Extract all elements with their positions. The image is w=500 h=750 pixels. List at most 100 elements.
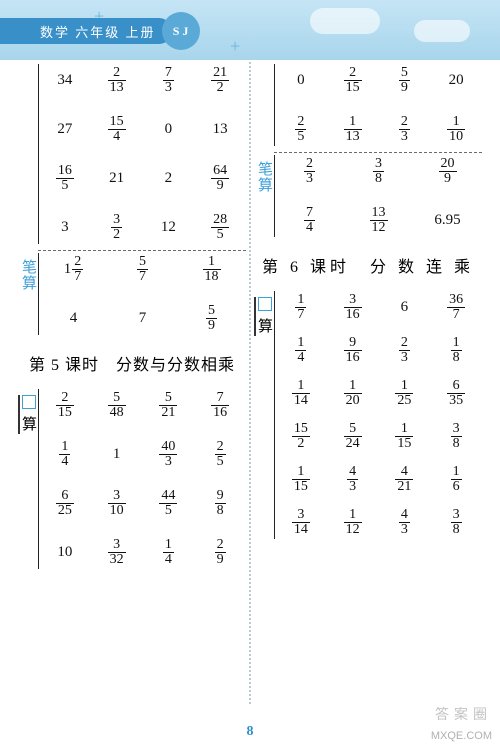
answer-cell: 314	[292, 508, 310, 537]
answer-cell: 521	[159, 391, 177, 420]
answer-cell: 43	[347, 465, 358, 494]
answer-cell: 114	[292, 379, 310, 408]
answer-cell: 98	[215, 489, 226, 518]
answer-cell: 1312	[370, 206, 388, 235]
subject-label: 数学	[40, 22, 70, 41]
grade-label: 六年级	[75, 22, 120, 41]
answer-cell: 154	[108, 115, 126, 144]
answer-cell: 110	[447, 115, 465, 144]
answer-cell: 403	[159, 440, 177, 469]
answer-cell: 716	[211, 391, 229, 420]
answer-cell: 445	[159, 489, 177, 518]
answer-cell: 209	[439, 157, 457, 186]
answer-cell: 18	[451, 336, 462, 365]
answer-cell: 74	[304, 206, 315, 235]
bisuan-label: 笔算	[18, 259, 39, 291]
answer-cell: 421	[395, 465, 413, 494]
answer-cell: 113	[344, 115, 362, 144]
answer-cell: 118	[203, 255, 221, 284]
answer-cell: 0	[165, 122, 173, 137]
left-top-block: 34213732122715401316521264933212285	[18, 64, 246, 244]
left-bisuan-block: 笔算 127571184759	[18, 253, 246, 335]
answer-cell: 38	[373, 157, 384, 186]
answer-cell: 29	[215, 538, 226, 567]
answer-cell: 152	[292, 422, 310, 451]
dashed-separator	[38, 250, 246, 251]
answer-cell: 6	[401, 300, 409, 315]
right-column: 021559202511323110 笔算 23382097413126.95 …	[254, 64, 482, 710]
answer-cell: 23	[304, 157, 315, 186]
header-band: 数学 六年级 上册 S J	[0, 18, 172, 44]
box-icon	[258, 297, 272, 311]
answer-cell: 212	[211, 66, 229, 95]
answer-cell: 38	[451, 508, 462, 537]
lesson6-grid: 1731663671491623181141201256351525241153…	[274, 291, 482, 539]
answer-cell: 23	[399, 336, 410, 365]
answer-cell: 125	[395, 379, 413, 408]
answer-cell: 73	[163, 66, 174, 95]
answer-cell: 332	[108, 538, 126, 567]
answer-cell: 13	[213, 122, 228, 137]
answer-cell: 21	[109, 171, 124, 186]
answer-cell: 14	[295, 336, 306, 365]
answer-cell: 115	[395, 422, 413, 451]
answer-cell: 32	[111, 213, 122, 242]
answer-cell: 127	[64, 255, 84, 284]
right-top-block: 021559202511323110	[254, 64, 482, 146]
answer-cell: 310	[108, 489, 126, 518]
answer-cell: 2	[165, 171, 173, 186]
watermark-url: MXQE.COM	[431, 730, 492, 742]
answer-cell: 57	[137, 255, 148, 284]
page-number: 8	[0, 724, 500, 740]
kousuan-label: 算	[18, 395, 37, 434]
answer-cell: 548	[108, 391, 126, 420]
answer-cell: 14	[59, 440, 70, 469]
right-bisuan-block: 笔算 23 38 209 74 1312 6.95	[254, 155, 482, 237]
answer-cell: 165	[56, 164, 74, 193]
column-divider	[249, 62, 251, 704]
answer-cell: 625	[56, 489, 74, 518]
page-body: 34213732122715401316521264933212285 笔算 1…	[0, 60, 500, 710]
decoration-cloud	[414, 20, 470, 42]
answer-cell: 115	[292, 465, 310, 494]
answer-cell: 6.95	[434, 213, 460, 228]
lesson5-grid: 2155485217161414032562531044598103321429	[38, 389, 246, 569]
lesson6-block: 算 17316636714916231811412012563515252411…	[254, 291, 482, 539]
answer-cell: 215	[56, 391, 74, 420]
answer-cell: 14	[163, 538, 174, 567]
left-column: 34213732122715401316521264933212285 笔算 1…	[18, 64, 246, 710]
decoration-cloud	[310, 8, 380, 34]
answer-cell: 120	[344, 379, 362, 408]
page-header: + + 数学 六年级 上册 S J	[0, 0, 500, 60]
decoration-plus: +	[230, 36, 240, 57]
answer-cell: 316	[344, 293, 362, 322]
answer-cell: 38	[451, 422, 462, 451]
right-bisuan-grid: 23 38 209 74 1312 6.95	[274, 155, 482, 237]
answer-cell: 367	[447, 293, 465, 322]
lesson5-block: 算 21554852171614140325625310445981033214…	[18, 389, 246, 569]
answer-cell: 17	[295, 293, 306, 322]
answer-cell: 1	[113, 447, 121, 462]
answer-cell: 25	[215, 440, 226, 469]
box-icon	[22, 395, 36, 409]
series-badge: S J	[162, 12, 200, 50]
left-bisuan-grid: 127571184759	[38, 253, 246, 335]
answer-cell: 7	[139, 311, 147, 326]
term-label: 上册	[126, 22, 156, 41]
answer-cell: 285	[211, 213, 229, 242]
watermark-text: 答案圈	[435, 704, 492, 724]
answer-cell: 4	[70, 311, 78, 326]
dashed-separator	[274, 152, 482, 153]
answer-cell: 12	[161, 220, 176, 235]
kousuan-label: 算	[254, 297, 273, 336]
answer-cell: 649	[211, 164, 229, 193]
bisuan-label: 笔算	[254, 161, 275, 193]
answer-cell: 215	[344, 66, 362, 95]
left-top-grid: 34213732122715401316521264933212285	[38, 64, 246, 244]
answer-cell: 3	[61, 220, 69, 235]
answer-cell: 23	[399, 115, 410, 144]
answer-cell: 916	[344, 336, 362, 365]
answer-cell: 20	[449, 73, 464, 88]
answer-cell: 43	[399, 508, 410, 537]
lesson6-title: 第 6 课时 分 数 连 乘	[254, 253, 482, 277]
